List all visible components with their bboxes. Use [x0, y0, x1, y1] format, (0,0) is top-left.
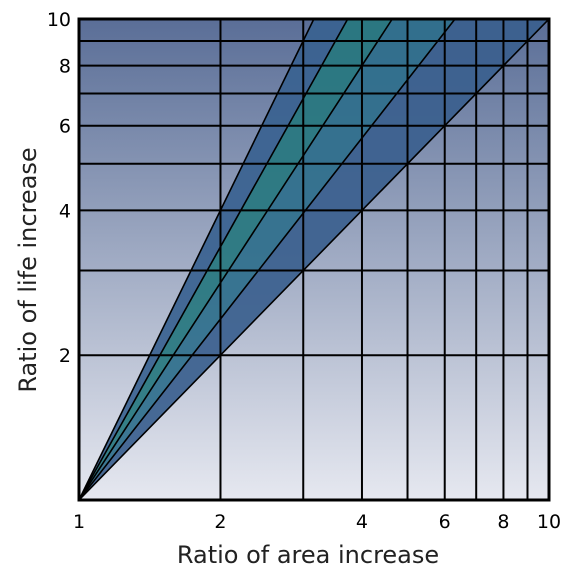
- x-tick-label-1: 1: [73, 511, 85, 533]
- y-tick-label-4: 4: [59, 200, 71, 222]
- x-tick-label-10: 10: [537, 511, 561, 533]
- x-tick-labels: 1 2 4 6 8 10: [73, 511, 561, 533]
- x-tick-label-8: 8: [497, 511, 509, 533]
- grid-layer: [79, 19, 549, 500]
- x-tick-label-4: 4: [356, 511, 368, 533]
- series-line-3: [79, 19, 393, 500]
- plot-frame: [77, 17, 551, 502]
- x-axis-title: Ratio of area increase: [177, 541, 439, 569]
- y-axis-title: Ratio of life increase: [14, 147, 42, 392]
- y-tick-label-2: 2: [59, 345, 71, 367]
- series-line-4: [79, 19, 349, 500]
- series-line-1: [79, 19, 549, 500]
- y-tick-label-6: 6: [59, 116, 71, 138]
- y-tick-labels: 2 4 6 8 10: [47, 9, 71, 367]
- series-lines-layer: [79, 19, 549, 500]
- y-tick-label-10: 10: [47, 9, 71, 31]
- series-line-2: [79, 19, 456, 500]
- series-line-5: [79, 19, 315, 500]
- y-tick-label-8: 8: [59, 56, 71, 78]
- x-tick-label-6: 6: [439, 511, 451, 533]
- x-tick-label-2: 2: [214, 511, 226, 533]
